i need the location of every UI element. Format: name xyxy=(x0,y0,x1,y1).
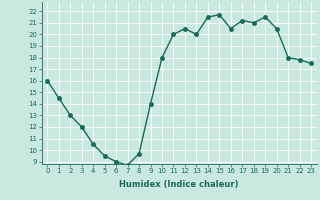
X-axis label: Humidex (Indice chaleur): Humidex (Indice chaleur) xyxy=(119,180,239,189)
